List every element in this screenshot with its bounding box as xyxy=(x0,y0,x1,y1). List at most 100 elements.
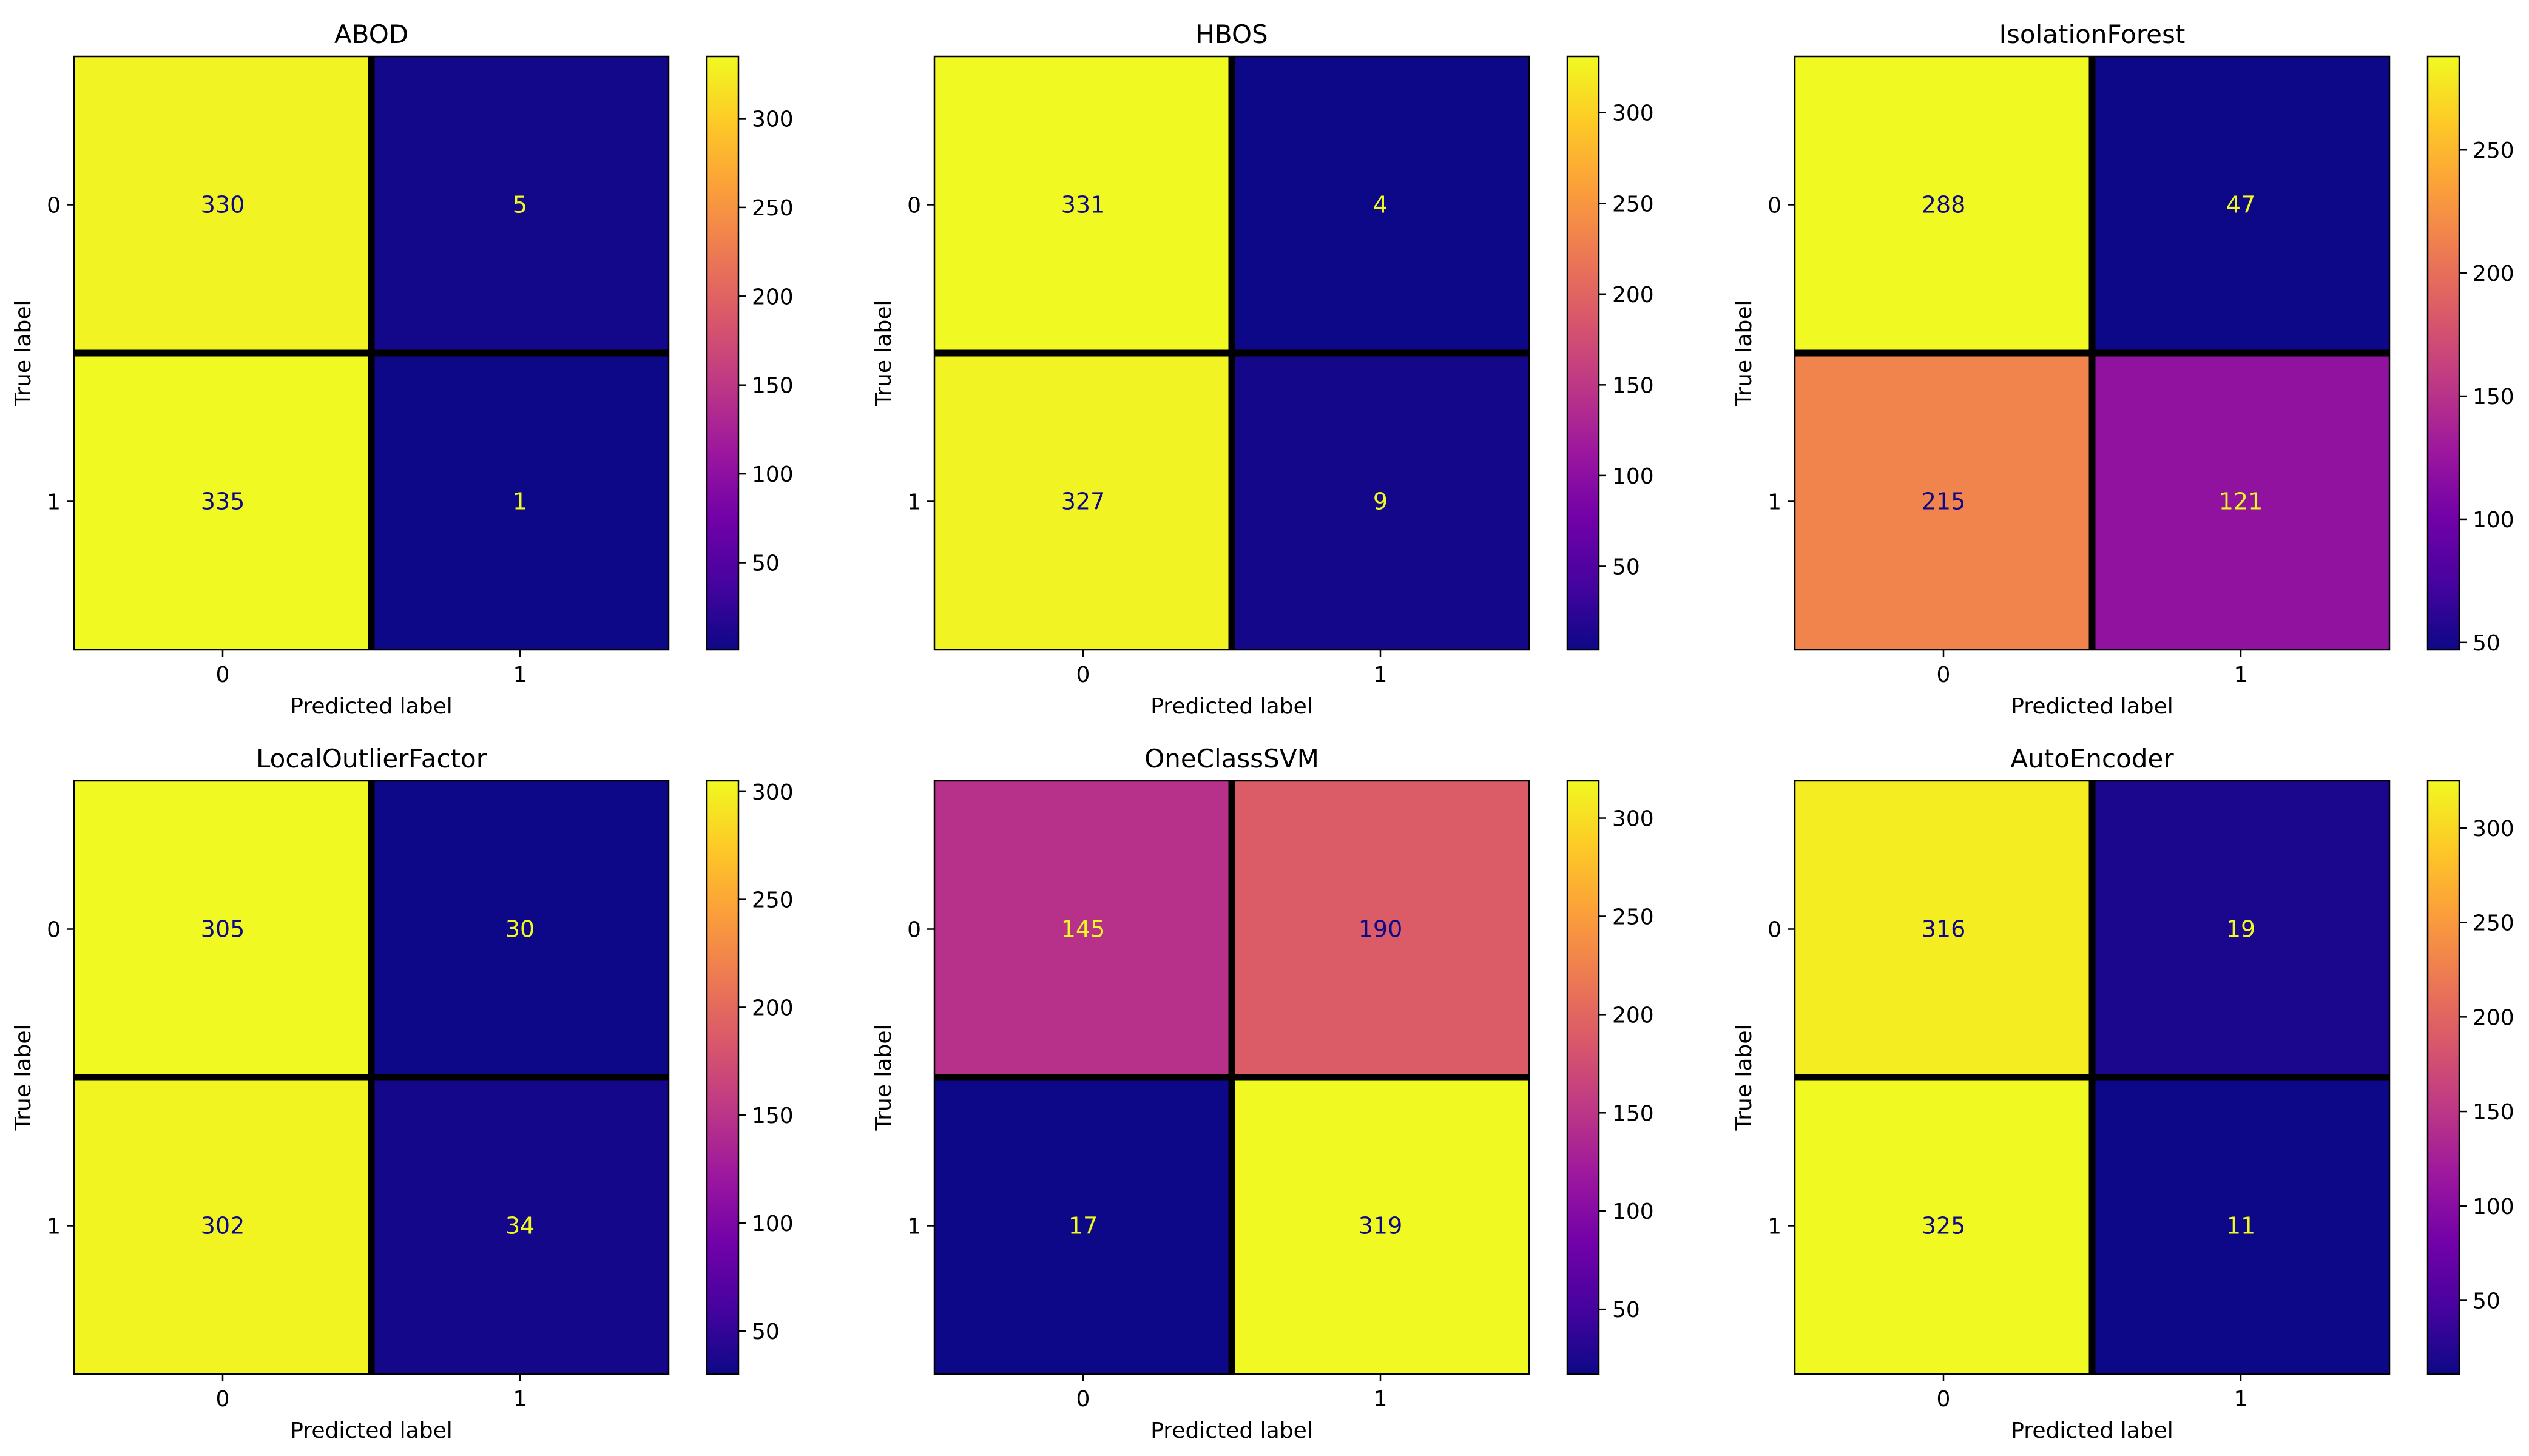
colorbar xyxy=(706,780,740,1375)
cell-value-0-1: 190 xyxy=(1359,916,1403,943)
y-tick-label: 1 xyxy=(907,1215,921,1239)
colorbar-tick-label: 250 xyxy=(1612,905,1654,929)
cell-0-0 xyxy=(934,56,1232,353)
colorbar-tick-label: 50 xyxy=(2473,1289,2500,1314)
colorbar xyxy=(1566,55,1600,651)
y-tick-label: 1 xyxy=(907,490,921,515)
colorbar-tick-label: 100 xyxy=(1612,464,1654,489)
y-tick-label: 0 xyxy=(1768,918,1781,943)
cell-1-1 xyxy=(371,1077,669,1374)
y-tick-label: 0 xyxy=(47,194,61,218)
cell-0-0 xyxy=(74,56,371,353)
colorbar-tick-label: 150 xyxy=(752,1104,794,1128)
colorbar-tick-label: 50 xyxy=(1612,554,1640,579)
cell-value-1-0: 335 xyxy=(201,488,245,515)
colorbar-tick-label: 300 xyxy=(752,107,794,132)
colorbar-tick-label: 100 xyxy=(2473,1195,2514,1219)
x-tick-label: 1 xyxy=(513,1387,527,1412)
cell-value-0-1: 4 xyxy=(1373,192,1388,218)
y-tick-label: 0 xyxy=(1768,194,1781,218)
colorbar-tick-label: 50 xyxy=(2473,631,2500,656)
panel-autoencoder: AutoEncoder 316 19 325 11 0 1 0 1 Predicted label… xyxy=(1732,744,2514,1443)
cell-value-1-0: 215 xyxy=(1922,488,1966,515)
cell-1-1 xyxy=(2092,1077,2389,1374)
cell-1-1 xyxy=(1232,353,1529,650)
x-axis-label: Predicted label xyxy=(290,1418,453,1443)
cell-value-1-1: 319 xyxy=(1359,1213,1403,1239)
y-axis-label: True label xyxy=(871,1025,896,1131)
x-axis-label: Predicted label xyxy=(1150,1418,1313,1443)
y-axis-label: True label xyxy=(1732,1025,1757,1131)
heatmap-frame xyxy=(1794,780,2391,1375)
cell-0-1 xyxy=(1232,56,1529,353)
cell-1-0 xyxy=(934,1077,1232,1374)
colorbar-tick-label: 100 xyxy=(752,462,794,487)
colorbar-tick-label: 100 xyxy=(2473,508,2514,533)
x-axis-label: Predicted label xyxy=(290,694,453,719)
panel-isolationforest: IsolationForest 288 47 215 121 0 1 0 1 Predicted … xyxy=(1732,19,2514,719)
panel-title: ABOD xyxy=(334,19,408,49)
y-axis-label: True label xyxy=(11,300,36,407)
cell-1-1 xyxy=(2092,353,2389,650)
colorbar-tick-label: 300 xyxy=(1612,807,1654,832)
cell-1-1 xyxy=(1232,1077,1529,1374)
colorbar-tick-label: 250 xyxy=(752,888,794,913)
x-tick-label: 1 xyxy=(1374,662,1388,687)
panel-hbos: HBOS 331 4 327 9 0 1 0 1 Predicted label True labe… xyxy=(871,19,1654,719)
x-axis-label: Predicted label xyxy=(2011,1418,2173,1443)
x-tick-label: 1 xyxy=(1374,1387,1388,1412)
cell-value-1-1: 11 xyxy=(2226,1213,2255,1239)
y-tick-label: 0 xyxy=(47,918,61,943)
colorbar-tick-label: 150 xyxy=(752,374,794,399)
colorbar xyxy=(2426,780,2460,1375)
colorbar-tick-label: 50 xyxy=(1612,1298,1640,1323)
cell-value-0-0: 288 xyxy=(1922,192,1966,218)
heatmap-frame xyxy=(73,780,670,1375)
x-axis-label: Predicted label xyxy=(2011,694,2173,719)
x-axis-label: Predicted label xyxy=(1150,694,1313,719)
cell-value-0-1: 19 xyxy=(2226,916,2255,943)
colorbar-tick-label: 150 xyxy=(2473,385,2514,410)
cell-value-0-0: 145 xyxy=(1061,916,1106,943)
heatmap-frame xyxy=(933,55,1530,651)
cell-value-1-0: 325 xyxy=(1922,1213,1966,1239)
panel-title: HBOS xyxy=(1195,19,1268,49)
heatmap-frame xyxy=(1794,55,2391,651)
panel-title: AutoEncoder xyxy=(2010,744,2174,774)
colorbar-tick-label: 250 xyxy=(2473,911,2514,936)
colorbar-tick-label: 200 xyxy=(752,996,794,1020)
colorbar-tick-label: 300 xyxy=(2473,817,2514,841)
colorbar-tick-label: 150 xyxy=(1612,1101,1654,1126)
cell-value-0-0: 330 xyxy=(201,192,245,218)
cell-value-1-1: 34 xyxy=(505,1213,535,1239)
colorbar xyxy=(1566,780,1600,1375)
colorbar-tick-label: 200 xyxy=(1612,283,1654,308)
colorbar-tick-label: 250 xyxy=(1612,192,1654,217)
cell-1-0 xyxy=(1795,353,2092,650)
cell-value-1-1: 9 xyxy=(1373,488,1388,515)
cell-1-0 xyxy=(1795,1077,2092,1374)
panel-oneclasssvm: OneClassSVM 145 190 17 319 0 1 0 1 Predicted labe… xyxy=(871,744,1654,1443)
y-tick-label: 1 xyxy=(47,1215,61,1239)
y-axis-label: True label xyxy=(871,300,896,407)
panel-localoutlierfactor: LocalOutlierFactor 305 30 302 34 0 1 0 1 Predicte… xyxy=(11,744,794,1443)
colorbar-tick-label: 100 xyxy=(1612,1199,1654,1224)
cell-value-1-1: 121 xyxy=(2219,488,2263,515)
heatmap-frame xyxy=(73,55,670,651)
colorbar-tick-label: 200 xyxy=(752,285,794,309)
cell-1-0 xyxy=(74,1077,371,1374)
colorbar-tick-label: 200 xyxy=(2473,261,2514,286)
cell-value-1-0: 302 xyxy=(201,1213,245,1239)
colorbar-tick-label: 200 xyxy=(1612,1003,1654,1028)
x-tick-label: 0 xyxy=(216,662,230,687)
cell-0-1 xyxy=(1232,781,1529,1077)
panel-title: IsolationForest xyxy=(1999,19,2186,49)
y-tick-label: 0 xyxy=(907,918,921,943)
x-tick-label: 1 xyxy=(513,662,527,687)
y-axis-label: True label xyxy=(1732,300,1757,407)
cell-value-0-0: 305 xyxy=(201,916,245,943)
cell-value-1-1: 1 xyxy=(513,488,527,515)
colorbar-tick-label: 150 xyxy=(2473,1100,2514,1125)
colorbar-tick-label: 50 xyxy=(752,1320,780,1344)
colorbar-tick-label: 250 xyxy=(752,196,794,221)
